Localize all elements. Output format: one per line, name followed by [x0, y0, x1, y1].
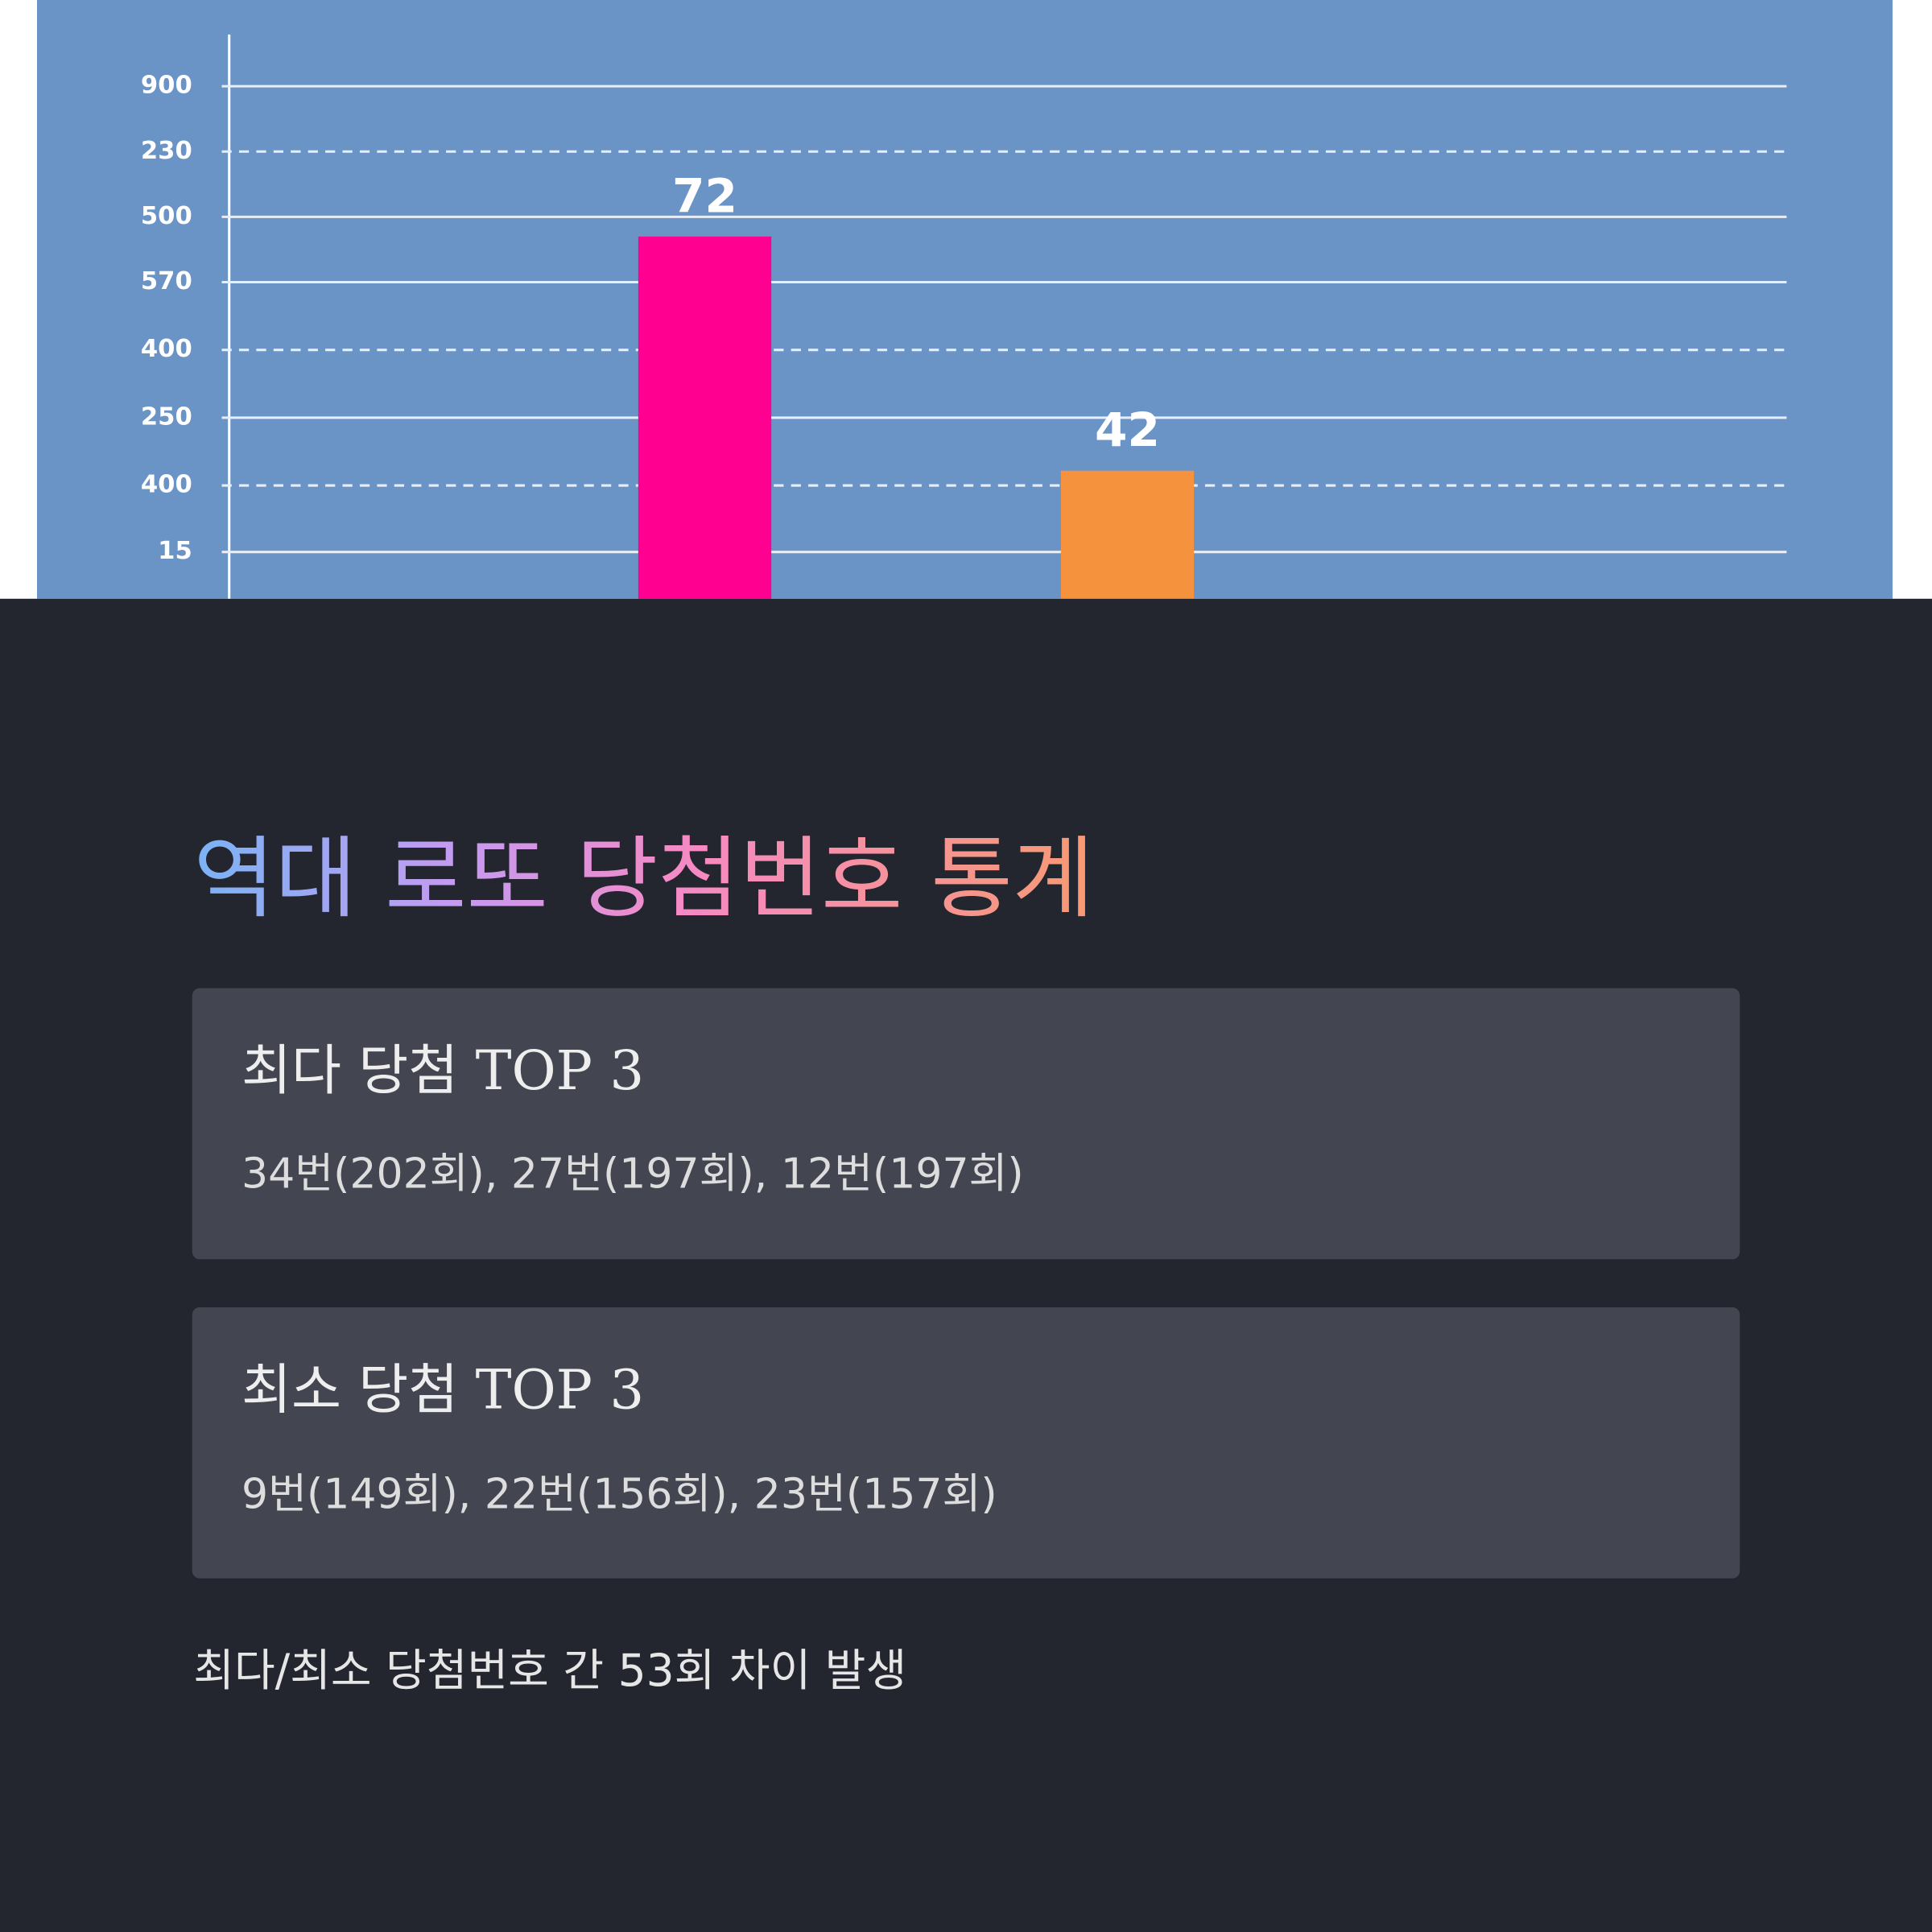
- bar-value-label: 72: [672, 168, 737, 223]
- bar: [638, 236, 772, 599]
- y-tick-label: 900: [141, 72, 192, 100]
- footer-note: 최다/최소 당첨번호 간 53회 차이 발생: [193, 1645, 906, 1696]
- chart-background: [36, 0, 1893, 599]
- chart-image: 900 230 500 570 400 250 400 15 72 42: [36, 0, 1893, 599]
- y-tick-label: 570: [141, 267, 192, 295]
- y-tick-label: 15: [158, 537, 192, 565]
- y-tick-label: 400: [141, 335, 192, 363]
- card-text: 9번(149회), 22번(156회), 23번(157회): [242, 1470, 997, 1518]
- bar: [1060, 470, 1195, 599]
- y-tick-label: 250: [141, 402, 192, 431]
- y-tick-label: 500: [141, 202, 192, 230]
- bar-value-label: 42: [1095, 402, 1160, 457]
- card-heading: 최소 당첨 TOP 3: [242, 1357, 644, 1421]
- card: [192, 1307, 1740, 1579]
- card-text: 34번(202회), 27번(197회), 12번(197회): [242, 1150, 1024, 1199]
- y-tick-label: 230: [141, 137, 192, 165]
- y-tick-label: 400: [141, 471, 192, 499]
- content-background: [0, 598, 1932, 1932]
- card-heading: 최다 당첨 TOP 3: [242, 1038, 644, 1102]
- page-title: 역대 로또 당첨번호 통계: [193, 828, 1094, 931]
- card: [192, 988, 1740, 1260]
